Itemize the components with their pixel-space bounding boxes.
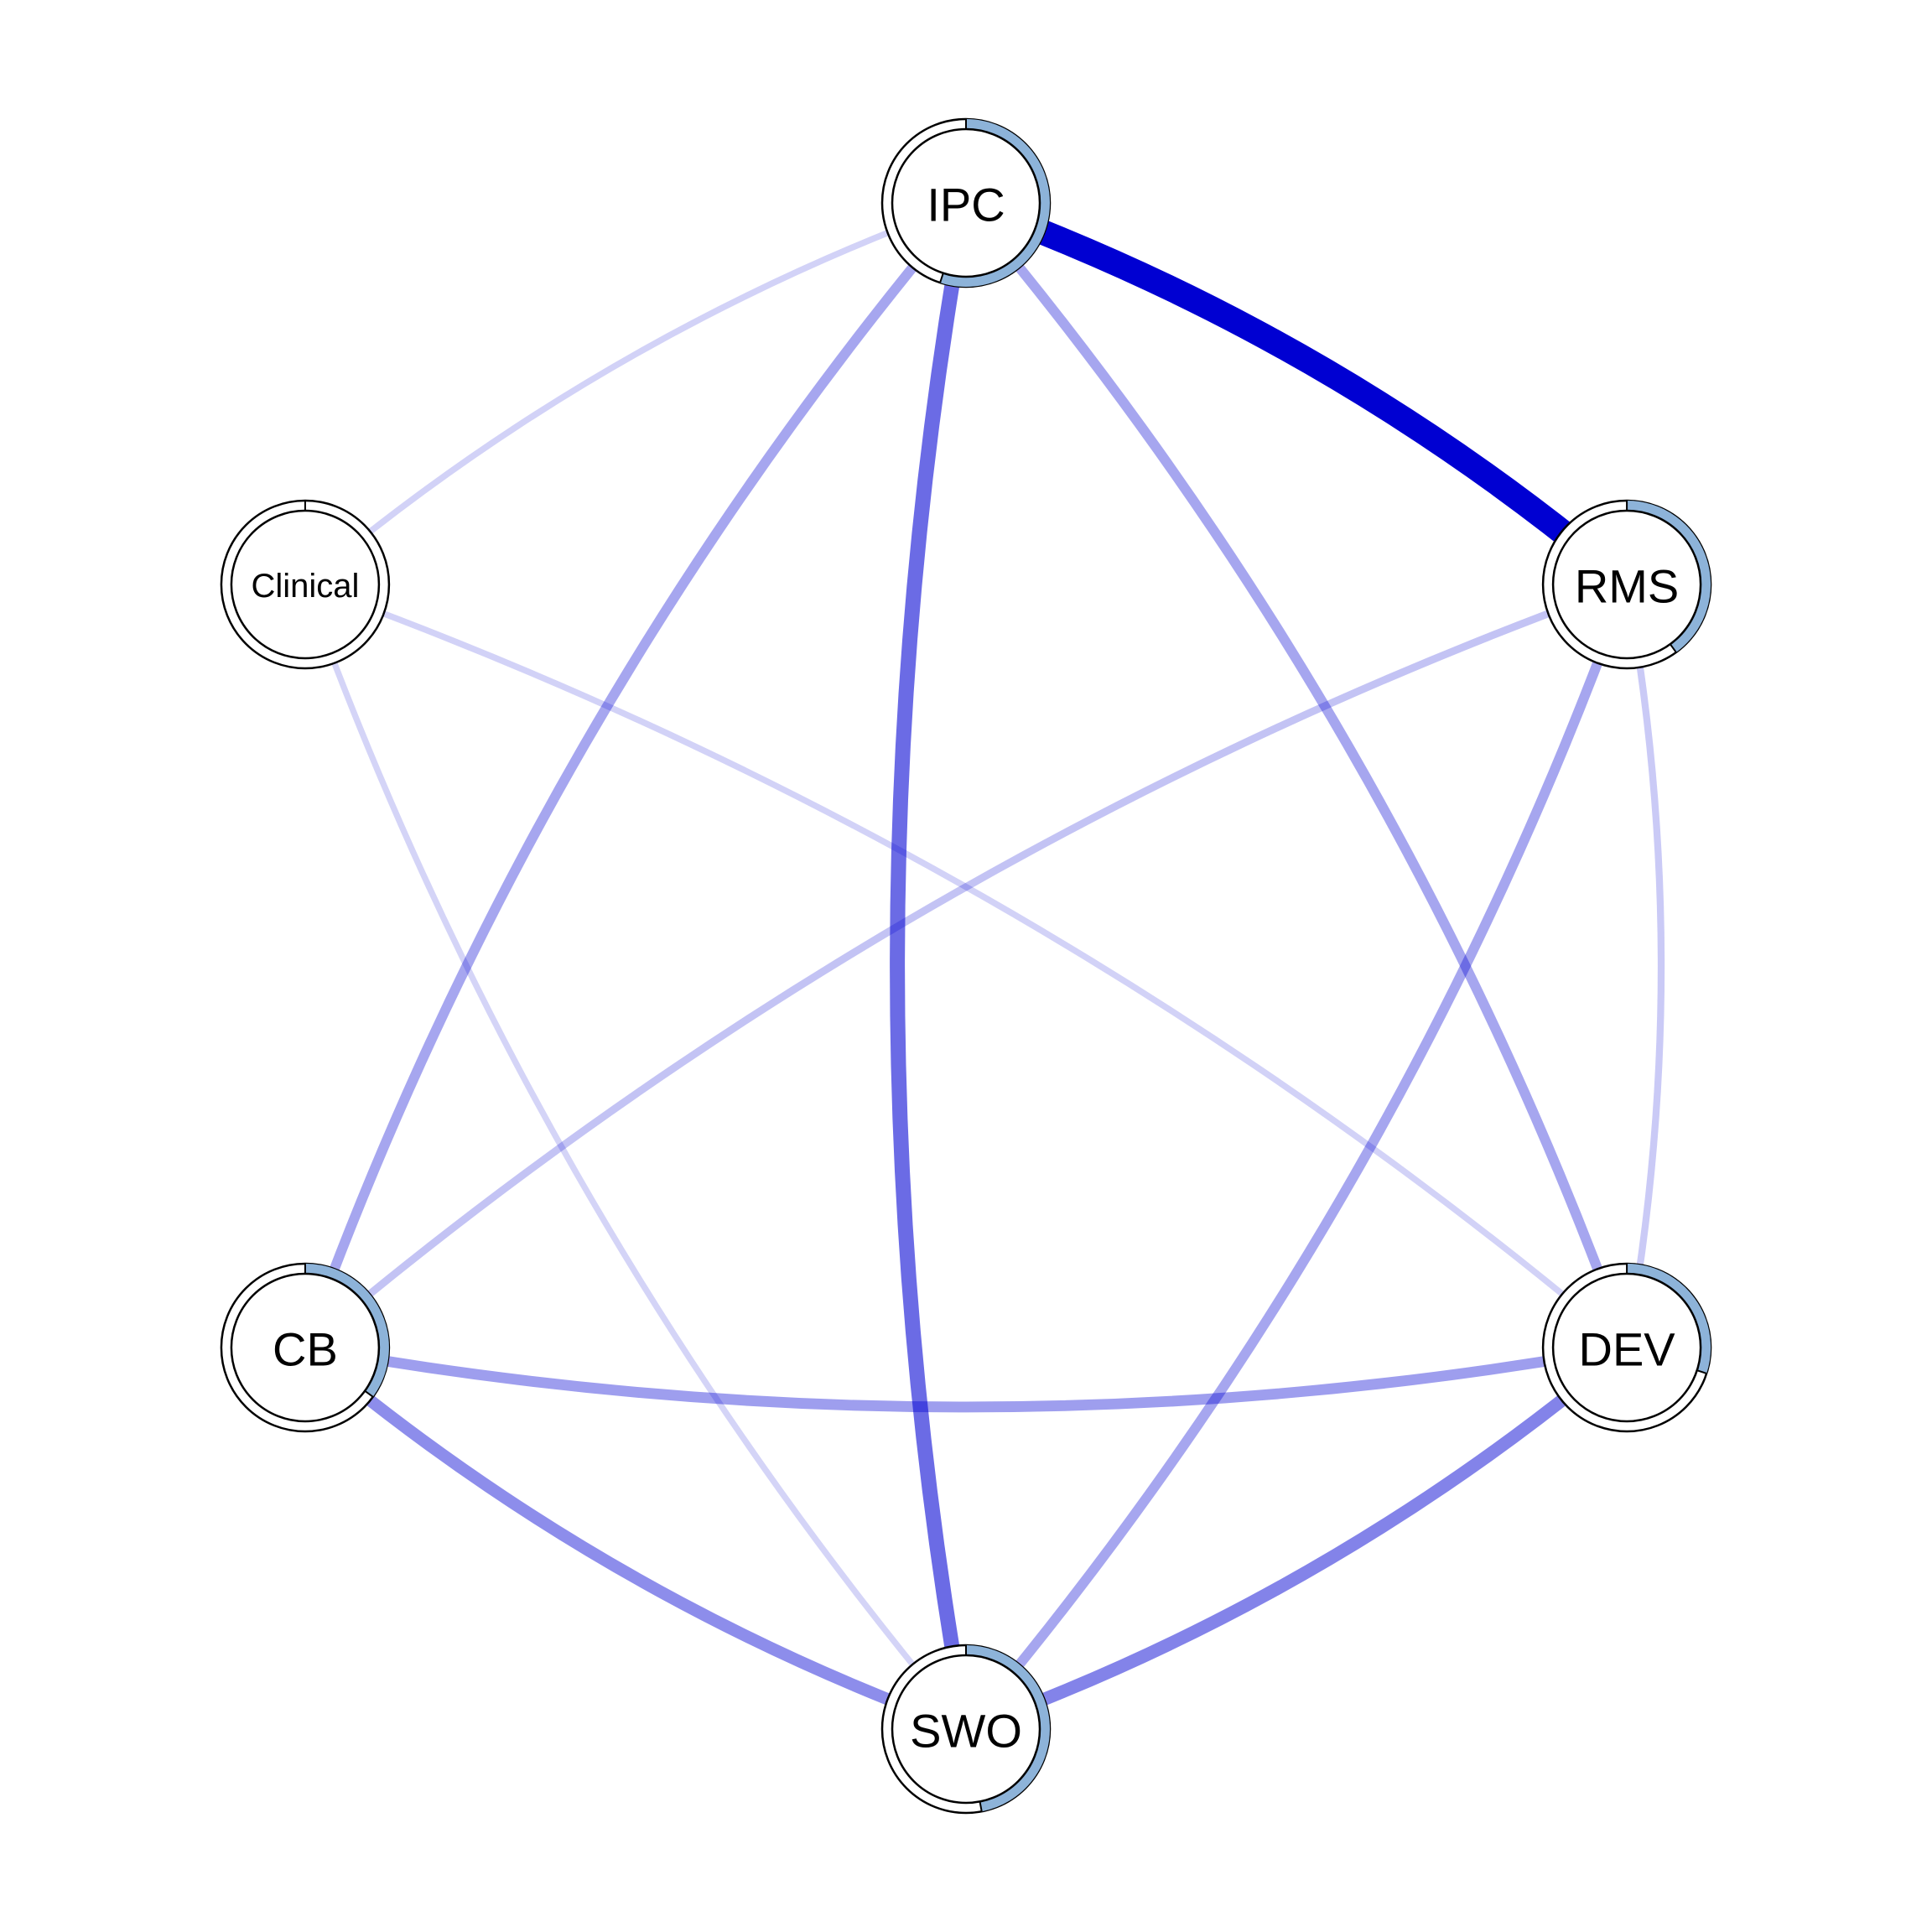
node-ipc: IPC <box>880 117 1052 288</box>
node-label: CB <box>273 1323 338 1376</box>
node-pie-arc <box>940 119 1050 287</box>
edge-ipc-cb <box>300 200 970 1350</box>
node-inner-circle <box>230 509 381 660</box>
node-label: IPC <box>927 179 1005 231</box>
node-pie-arc <box>965 1645 1050 1812</box>
node-label: SWO <box>910 1705 1022 1758</box>
node-inner-circle <box>1551 1272 1702 1423</box>
node-dev: DEV <box>1541 1262 1712 1433</box>
node-pie-arc <box>304 1264 389 1397</box>
edge-dev-clinical <box>304 581 1629 1350</box>
node-label: DEV <box>1579 1323 1676 1376</box>
node-pie-tick <box>979 1801 983 1812</box>
edge-ipc-swo <box>890 201 974 1731</box>
node-inner-circle <box>891 127 1041 278</box>
node-pie-tick <box>1696 1369 1707 1374</box>
node-pie-arc <box>1626 1264 1711 1374</box>
edges-layer <box>300 190 1665 1736</box>
node-clinical: Clinical <box>220 499 391 670</box>
node-inner-circle <box>230 1272 381 1423</box>
edge-rms-swo <box>962 582 1632 1732</box>
node-pie-tick <box>364 1389 374 1398</box>
edge-ipc-clinical <box>303 200 968 587</box>
edge-dev-swo <box>963 1343 1632 1736</box>
node-pie-tick <box>939 273 944 283</box>
node-pie-tick <box>1669 643 1677 653</box>
node-label: Clinical <box>251 568 359 605</box>
node-inner-circle <box>891 1654 1041 1805</box>
node-label: RMS <box>1575 560 1679 613</box>
node-rms: RMS <box>1541 499 1712 670</box>
edge-swo-cb <box>301 1343 969 1735</box>
edge-swo-clinical <box>302 583 969 1732</box>
edge-ipc-dev <box>962 200 1632 1350</box>
edge-ipc-rms <box>961 190 1635 595</box>
edge-dev-cb <box>304 1342 1628 1413</box>
edge-rms-dev <box>1623 584 1665 1348</box>
edge-rms-cb <box>303 580 1628 1351</box>
node-swo: SWO <box>880 1644 1052 1815</box>
node-pie-arc <box>1627 501 1711 652</box>
node-inner-circle <box>1551 509 1702 660</box>
node-cb: CB <box>220 1262 391 1433</box>
nodes-layer: IPC RMS DEV SWO CB Clinical <box>220 117 1712 1815</box>
